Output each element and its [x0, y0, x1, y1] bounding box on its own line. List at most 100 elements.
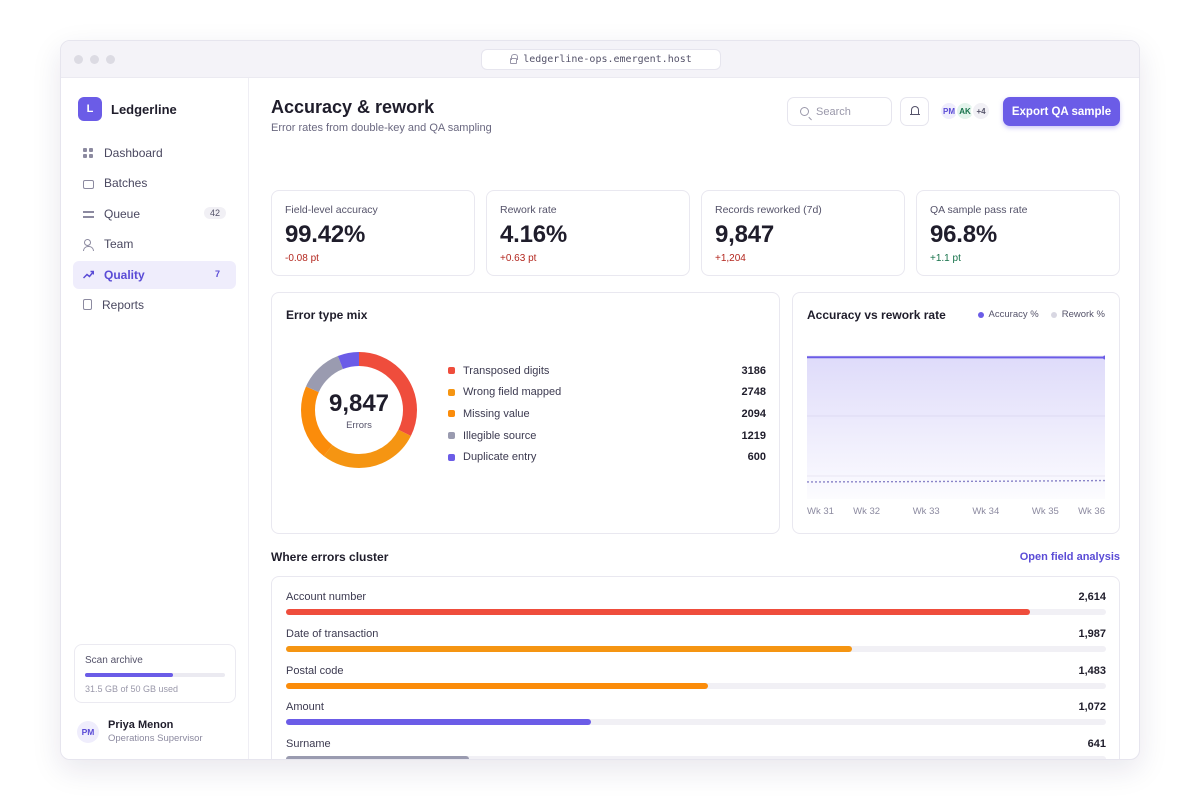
folder-icon [83, 179, 94, 189]
storage-usage-text: 31.5 GB of 50 GB used [85, 684, 179, 694]
storage-progress-track [85, 673, 225, 677]
legend-item-accuracy[interactable]: Accuracy % [977, 309, 1039, 320]
donut-segment[interactable] [301, 352, 417, 468]
legend-row[interactable]: Illegible source 1219 [448, 425, 766, 447]
grid-icon [83, 147, 94, 159]
cluster-row[interactable]: Amount 1,072 [286, 701, 1106, 731]
storage-title: Scan archive [85, 655, 143, 666]
chart-legend: Accuracy % Rework % [977, 309, 1105, 320]
cluster-value: 1,483 [1078, 664, 1106, 677]
kpi-card-records-reworked[interactable]: Records reworked (7d) 9,847 +1,204 [701, 190, 905, 276]
donut-segment[interactable] [301, 352, 417, 468]
accuracy-rework-card: Accuracy vs rework rate Accuracy % Rewor… [792, 292, 1120, 534]
collaborator-avatars[interactable]: PM AK +4 [939, 101, 991, 121]
notifications-button[interactable] [900, 97, 929, 126]
legend-item-rework[interactable]: Rework % [1050, 309, 1105, 320]
donut-center: 9,847 Errors [300, 351, 418, 469]
donut-svg [301, 352, 417, 468]
kpi-delta: -0.08 pt [285, 253, 319, 264]
cluster-label: Account number [286, 591, 367, 603]
sidebar-item-reports[interactable]: Reports [73, 291, 236, 319]
cluster-bar-track [286, 756, 1106, 759]
kpi-card-accuracy[interactable]: Field-level accuracy 99.42% -0.08 pt [271, 190, 475, 276]
address-bar[interactable]: ledgerline-ops.emergent.host [481, 49, 721, 70]
brand[interactable]: L Ledgerline [78, 97, 177, 121]
sidebar: L Ledgerline Dashboard Batches Queue 42 … [61, 78, 249, 759]
legend-swatch [448, 388, 455, 396]
x-tick-label: Wk 32 [853, 506, 881, 517]
cluster-label: Postal code [286, 664, 344, 677]
rework-line[interactable] [807, 479, 1105, 483]
sidebar-item-dashboard[interactable]: Dashboard [73, 139, 236, 167]
donut-total: 9,847 [328, 389, 390, 417]
error-donut-chart[interactable]: 9,847 Errors [300, 351, 418, 469]
cluster-bar-track [286, 645, 1106, 652]
browser-window: ledgerline-ops.emergent.host L Ledgerlin… [60, 40, 1140, 760]
kpi-delta: +1,204 [715, 253, 746, 264]
accuracy-rework-chart[interactable] [807, 349, 1105, 499]
cluster-bar-track [286, 682, 1106, 689]
cluster-row[interactable]: Date of transaction 1,987 [286, 628, 1106, 658]
legend-label: Accuracy % [988, 309, 1039, 320]
kpi-label: Records reworked (7d) [715, 204, 822, 216]
legend-row[interactable]: Transposed digits 3186 [448, 360, 766, 382]
donut-segment[interactable] [301, 352, 417, 468]
sidebar-item-label: Batches [104, 176, 148, 191]
trend-icon [83, 269, 94, 280]
minimize-dot[interactable] [90, 55, 99, 64]
storage-card[interactable]: Scan archive 31.5 GB of 50 GB used [74, 644, 236, 703]
close-dot[interactable] [74, 55, 83, 64]
cluster-bar-track [286, 719, 1106, 726]
kpi-label: Rework rate [500, 204, 557, 216]
x-tick-label: Wk 36 [1078, 506, 1105, 517]
sidebar-item-quality[interactable]: Quality 7 [73, 260, 236, 289]
legend-value: 1219 [741, 429, 766, 442]
accuracy-area [807, 357, 1105, 499]
kpi-value: 4.16% [500, 221, 568, 248]
legend-row[interactable]: Duplicate entry 600 [448, 446, 766, 468]
kpi-label: QA sample pass rate [930, 204, 1028, 216]
legend-swatch [1050, 311, 1057, 318]
cluster-row[interactable]: Surname 641 [286, 738, 1106, 759]
cluster-row[interactable]: Account number 2,614 [286, 591, 1106, 621]
legend-value: 3186 [741, 364, 766, 377]
search-input[interactable]: Search [787, 97, 892, 126]
kpi-card-qa-pass-rate[interactable]: QA sample pass rate 96.8% +1.1 pt [916, 190, 1120, 276]
queue-count-badge: 42 [203, 206, 226, 219]
kpi-card-rework-rate[interactable]: Rework rate 4.16% +0.63 pt [486, 190, 690, 276]
sidebar-item-batches[interactable]: Batches [73, 169, 236, 197]
title-bar: ledgerline-ops.emergent.host [61, 41, 1139, 78]
cluster-value: 2,614 [1078, 591, 1106, 603]
more-avatars-count: +4 [971, 101, 991, 121]
legend-value: 600 [747, 451, 766, 464]
legend-value: 2094 [741, 407, 766, 420]
sidebar-item-label: Queue [104, 206, 141, 221]
avatar: PM [77, 720, 99, 743]
cluster-bar-fill [286, 645, 852, 652]
legend-row[interactable]: Wrong field mapped 2748 [448, 382, 766, 404]
sidebar-item-label: Team [104, 237, 134, 252]
kpi-value: 9,847 [715, 221, 775, 248]
legend-swatch [448, 367, 455, 375]
sidebar-item-queue[interactable]: Queue 42 [73, 200, 236, 228]
cluster-value: 1,072 [1078, 701, 1106, 714]
legend-label: Duplicate entry [463, 451, 537, 464]
open-field-analysis-link[interactable]: Open field analysis [1019, 551, 1120, 563]
x-axis-labels: Wk 31 Wk 32 Wk 33 Wk 34 Wk 35 Wk 36 [807, 506, 1105, 520]
cluster-row[interactable]: Postal code 1,483 [286, 665, 1106, 695]
cluster-value: 641 [1087, 738, 1106, 751]
kpi-label: Field-level accuracy [285, 204, 378, 216]
cluster-bar-track [286, 609, 1106, 615]
section-title: Where errors cluster [271, 550, 389, 564]
sidebar-item-team[interactable]: Team [73, 230, 236, 258]
cluster-bar-fill [286, 682, 709, 689]
legend-label: Illegible source [463, 429, 537, 442]
search-placeholder: Search [816, 105, 851, 118]
user-profile[interactable]: PM Priya Menon Operations Supervisor [77, 719, 203, 744]
maximize-dot[interactable] [106, 55, 115, 64]
export-qa-sample-button[interactable]: Export QA sample [1003, 97, 1120, 126]
legend-row[interactable]: Missing value 2094 [448, 403, 766, 425]
accuracy-point[interactable] [1103, 355, 1105, 360]
page-subtitle: Error rates from double-key and QA sampl… [271, 122, 492, 134]
cluster-label: Date of transaction [286, 627, 379, 640]
